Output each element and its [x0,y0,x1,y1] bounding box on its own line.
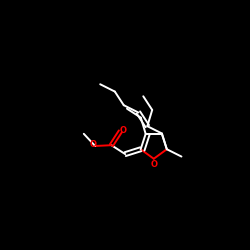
Text: O: O [119,126,126,134]
Text: O: O [150,160,157,169]
Text: O: O [89,140,96,149]
